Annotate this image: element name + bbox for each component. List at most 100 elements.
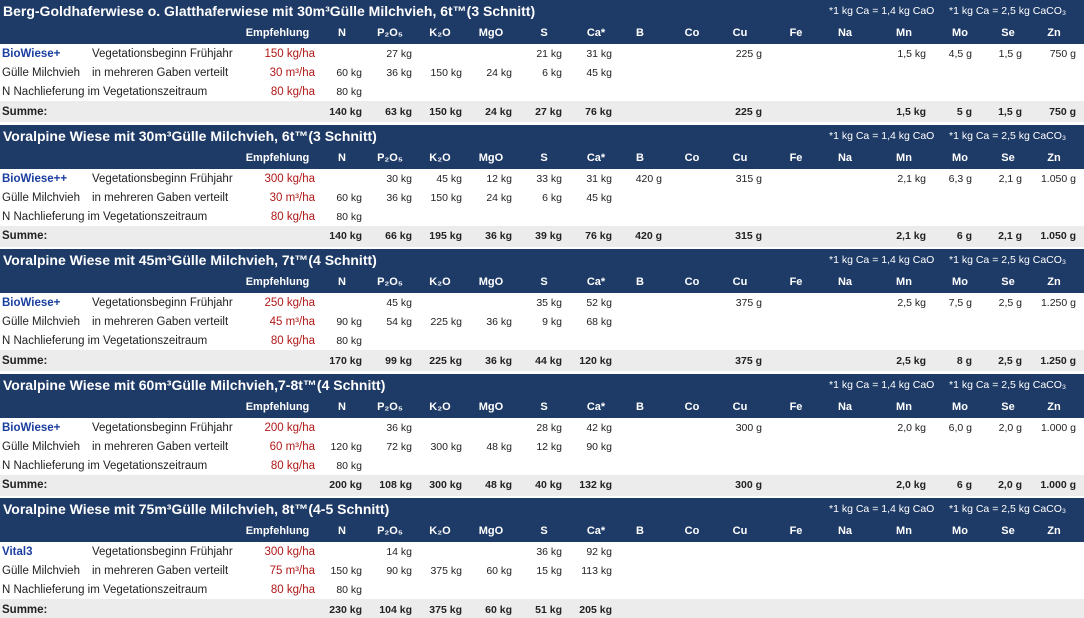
column-header: K₂O bbox=[429, 525, 451, 537]
sum-value: 60 kg bbox=[485, 603, 512, 616]
sum-label: Summe: bbox=[2, 230, 48, 242]
column-header: Fe bbox=[789, 276, 803, 288]
n-supply-row: N Nachlieferung im Vegetationszeitraum 80… bbox=[0, 82, 1084, 102]
sum-value: 140 kg bbox=[329, 230, 362, 242]
product-row: BioWiese++ Vegetationsbeginn Frühjahr 300 … bbox=[0, 168, 1084, 189]
column-header: Empfehlung bbox=[245, 525, 310, 537]
product-name: BioWiese+ bbox=[2, 48, 61, 60]
nutrient-value: 1.050 g bbox=[1040, 172, 1076, 185]
application-note: Vegetationsbeginn Frühjahr bbox=[92, 172, 233, 185]
nutrient-value: 90 kg bbox=[336, 316, 362, 328]
nutrient-value: 2,0 kg bbox=[897, 421, 926, 434]
column-header: Na bbox=[837, 400, 853, 413]
column-header: B bbox=[636, 525, 644, 537]
table-section: Voralpine Wiese mit 30m³Gülle Milchvieh,… bbox=[0, 124, 1084, 250]
nutrient-value: 15 kg bbox=[536, 565, 562, 577]
n-supply-label: N Nachlieferung im Vegetationszeitraum bbox=[2, 335, 208, 347]
column-header: Mo bbox=[952, 525, 968, 537]
column-header: Co bbox=[684, 151, 700, 164]
nutrient-value: 80 kg bbox=[336, 86, 362, 98]
column-header: P₂O₅ bbox=[377, 525, 403, 537]
sum-value: 5 g bbox=[956, 105, 972, 118]
column-header-row: Empfehlung N P₂O₅ K₂O MgO S Ca* B Co Cu Fe Na Mn Mo Se… bbox=[0, 22, 1084, 44]
column-header: Fe bbox=[789, 525, 803, 537]
cao-note: *1 kg Ca = 1,4 kg CaO bbox=[829, 503, 935, 515]
column-header: Empfehlung bbox=[245, 276, 310, 288]
sum-value: 1,5 g bbox=[998, 105, 1022, 118]
nutrient-value: 24 kg bbox=[486, 67, 512, 79]
cao-note: *1 kg Ca = 1,4 kg CaO bbox=[829, 254, 935, 266]
recommendation-value: 80 kg/ha bbox=[270, 335, 315, 347]
nutrient-value: 80 kg bbox=[336, 584, 362, 596]
column-header: Ca* bbox=[586, 525, 606, 537]
recommendation-value: 80 kg/ha bbox=[270, 210, 315, 223]
application-note: in mehreren Gaben verteilt bbox=[92, 316, 229, 328]
caco3-note: *1 kg Ca = 2,5 kg CaCO₃ bbox=[949, 129, 1067, 142]
column-header: Empfehlung bbox=[245, 400, 310, 413]
nutrient-value: 21 kg bbox=[536, 48, 562, 60]
section-title: Voralpine Wiese mit 45m³Gülle Milchvieh,… bbox=[3, 252, 377, 268]
column-header: Fe bbox=[789, 400, 803, 413]
sum-value: 48 kg bbox=[485, 479, 512, 491]
product-name: BioWiese++ bbox=[2, 172, 68, 185]
column-header: S bbox=[540, 151, 548, 164]
product-name: BioWiese+ bbox=[2, 421, 61, 434]
nutrient-value: 750 g bbox=[1049, 48, 1076, 60]
column-header: K₂O bbox=[429, 400, 451, 413]
sum-value: 375 kg bbox=[429, 603, 462, 616]
column-header: Empfehlung bbox=[245, 27, 310, 39]
column-header: N bbox=[338, 276, 346, 288]
sum-value: 39 kg bbox=[535, 230, 562, 242]
sum-value: 120 kg bbox=[579, 354, 612, 367]
nutrient-value: 42 kg bbox=[586, 421, 612, 434]
column-header: Cu bbox=[732, 276, 748, 288]
nutrient-value: 9 kg bbox=[542, 316, 562, 328]
nutrient-value: 30 kg bbox=[386, 172, 412, 185]
column-header: MgO bbox=[478, 276, 504, 288]
table-section: Berg-Goldhaferwiese o. Glatthaferwiese m… bbox=[0, 0, 1084, 125]
nutrient-value: 1,5 kg bbox=[897, 48, 926, 60]
sum-value: 2,0 kg bbox=[896, 479, 926, 491]
n-supply-row: N Nachlieferung im Vegetationszeitraum 80… bbox=[0, 206, 1084, 227]
nutrient-value: 45 kg bbox=[386, 297, 412, 309]
nutrient-value: 60 kg bbox=[486, 565, 512, 577]
nutrient-value: 48 kg bbox=[486, 440, 512, 453]
sum-value: 66 kg bbox=[385, 230, 412, 242]
column-header: Cu bbox=[732, 151, 748, 164]
column-header: N bbox=[338, 525, 346, 537]
sum-value: 205 kg bbox=[579, 603, 612, 616]
nutrient-value: 7,5 g bbox=[948, 297, 972, 309]
nutrient-value: 2,5 g bbox=[998, 297, 1022, 309]
sum-value: 36 kg bbox=[485, 354, 512, 367]
column-header: Co bbox=[684, 276, 700, 288]
sum-value: 2,1 g bbox=[998, 230, 1022, 242]
column-header: MgO bbox=[478, 525, 504, 537]
nutrient-value: 45 kg bbox=[436, 172, 462, 185]
column-header: B bbox=[636, 27, 644, 39]
column-header: Se bbox=[1001, 525, 1015, 537]
application-note: Vegetationsbeginn Frühjahr bbox=[92, 421, 233, 434]
column-header: Cu bbox=[732, 400, 748, 413]
nutrient-value: 36 kg bbox=[486, 316, 512, 328]
sum-value: 1.000 g bbox=[1040, 479, 1076, 491]
nutrient-value: 36 kg bbox=[386, 421, 412, 434]
recommendation-value: 75 m³/ha bbox=[269, 565, 315, 577]
sum-row: Summe: 170 kg 99 kg 225 kg 36 kg 44 kg 120 kg 3… bbox=[0, 350, 1084, 371]
recommendation-value: 80 kg/ha bbox=[270, 86, 315, 98]
nutrient-value: 6,0 g bbox=[948, 421, 972, 434]
nutrient-value: 375 kg bbox=[430, 565, 462, 577]
section-title: Voralpine Wiese mit 30m³Gülle Milchvieh,… bbox=[3, 127, 377, 144]
column-header: P₂O₅ bbox=[377, 276, 403, 288]
sum-value: 195 kg bbox=[429, 230, 462, 242]
n-supply-label: N Nachlieferung im Vegetationszeitraum bbox=[2, 86, 208, 98]
manure-label: Gülle Milchvieh bbox=[2, 565, 80, 577]
manure-label: Gülle Milchvieh bbox=[2, 191, 80, 204]
sum-value: 140 kg bbox=[329, 105, 362, 118]
sum-value: 63 kg bbox=[385, 105, 412, 118]
column-header: Ca* bbox=[586, 400, 606, 413]
column-header: Zn bbox=[1047, 400, 1061, 413]
nutrient-value: 60 kg bbox=[336, 67, 362, 79]
application-note: Vegetationsbeginn Frühjahr bbox=[92, 48, 233, 60]
column-header: Mo bbox=[952, 400, 968, 413]
